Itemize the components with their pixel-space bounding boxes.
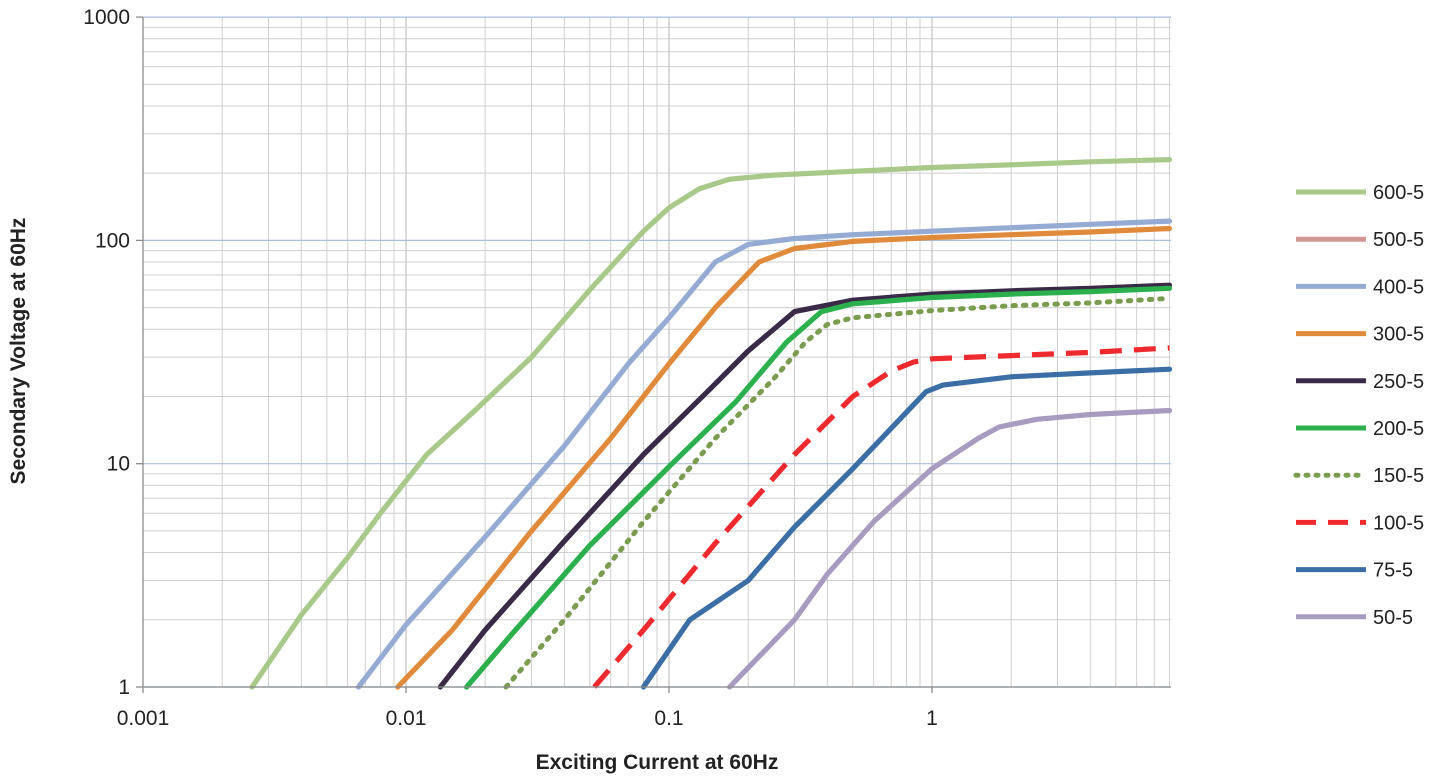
legend-label-500-5: 500-5 [1373,229,1424,251]
y-tick-label: 1 [118,676,130,699]
grid [142,16,1171,688]
legend-label-300-5: 300-5 [1373,324,1424,346]
y-tick-label: 100 [95,229,130,252]
axes [136,16,1171,693]
legend-label-150-5: 150-5 [1373,465,1424,487]
x-tick-label: 0.1 [654,707,683,730]
series-line-300-5 [395,225,1173,690]
legend-label-400-5: 400-5 [1373,276,1424,298]
series-line-400-5 [355,218,1173,690]
y-tick-label: 1000 [83,6,130,29]
series-line-75-5 [640,366,1173,690]
x-axis-title: Exciting Current at 60Hz [536,751,779,774]
legend-label-100-5: 100-5 [1373,512,1424,534]
legend-label-600-5: 600-5 [1373,182,1424,204]
legend: 600-5 500-5 400-5 300-5 250-5 200-5 150-5 100-5… [1293,182,1424,629]
y-tick-label: 10 [107,453,130,476]
series-line-600-5 [249,157,1173,690]
legend-label-50-5: 50-5 [1373,607,1413,629]
series-line-150-5 [503,295,1172,690]
y-axis-title: Secondary Voltage at 60Hz [7,218,30,485]
series-line-200-5 [464,285,1173,690]
series-line-100-5 [592,345,1170,689]
series-line-50-5 [727,407,1173,690]
legend-label-200-5: 200-5 [1373,418,1424,440]
x-tick-label: 0.001 [117,707,170,730]
series-layer [249,157,1173,690]
legend-label-75-5: 75-5 [1373,560,1413,582]
x-tick-label: 0.01 [386,707,427,730]
series-line-250-5 [437,282,1173,690]
tick-labels: 0.001 0.01 0.1 1 1 10 100 1000 [83,6,938,730]
legend-label-250-5: 250-5 [1373,371,1424,393]
x-tick-label: 1 [926,707,938,730]
